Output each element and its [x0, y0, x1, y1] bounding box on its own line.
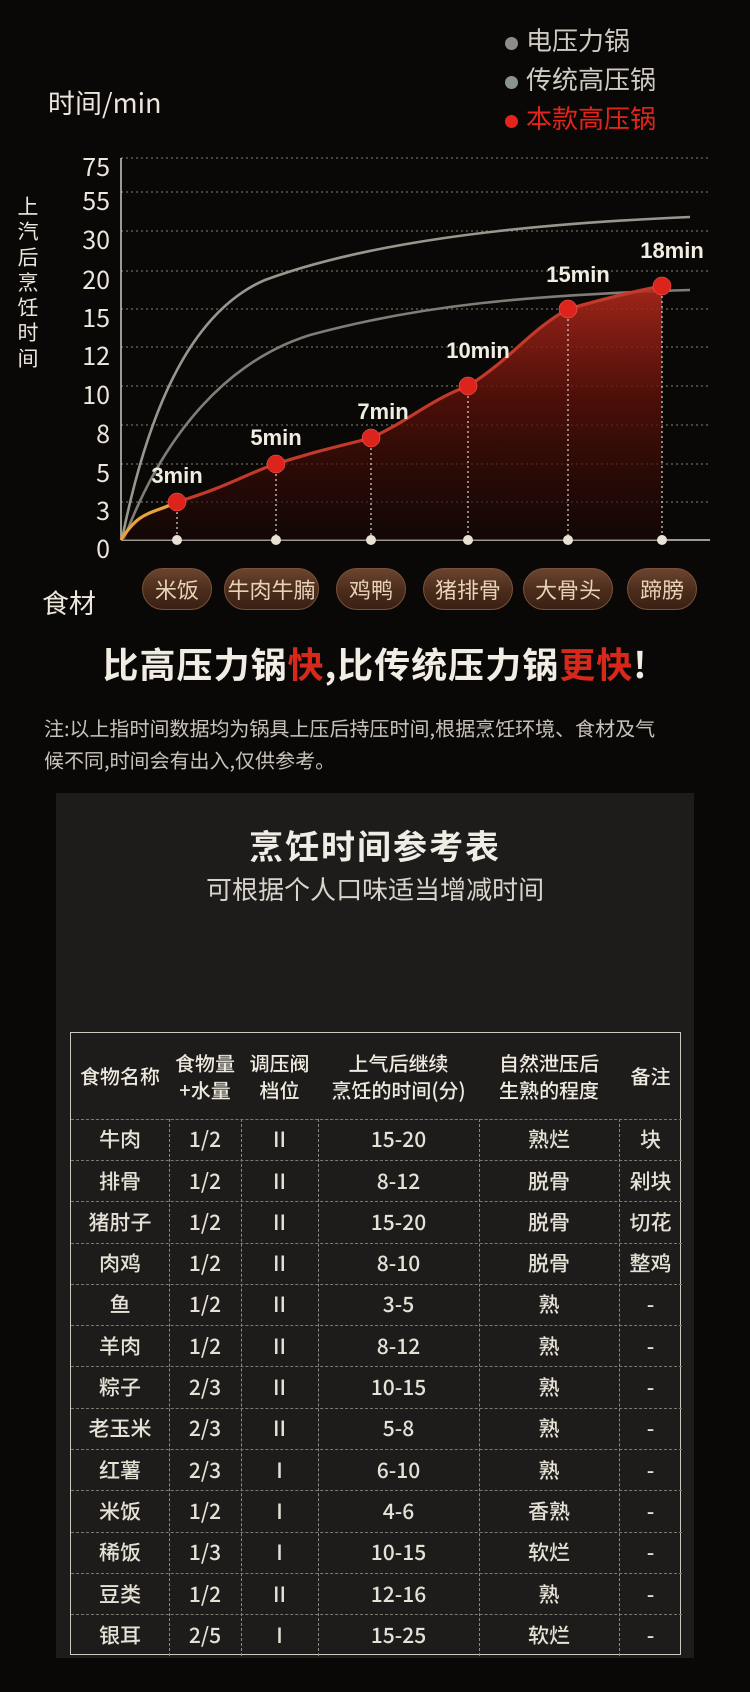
svg-text:10min: 10min [446, 338, 510, 363]
svg-text:7min: 7min [357, 399, 408, 424]
svg-text:5min: 5min [250, 425, 301, 450]
svg-text:3min: 3min [151, 463, 202, 488]
svg-text:18min: 18min [640, 238, 704, 263]
svg-text:15min: 15min [546, 262, 610, 287]
